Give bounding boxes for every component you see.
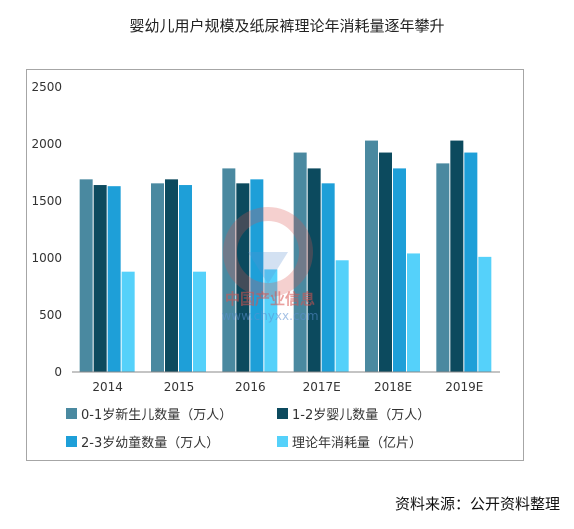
bar-3: [464, 152, 478, 372]
legend-item-series-4: 理论年消耗量（亿片）: [277, 432, 422, 451]
x-tick-label: 2016: [235, 380, 266, 394]
y-tick-label: 2500: [31, 80, 62, 94]
legend-swatch: [66, 408, 77, 419]
legend-swatch: [66, 436, 77, 447]
bar-1: [79, 179, 93, 372]
bar-1: [436, 163, 450, 372]
bar-2: [93, 185, 107, 372]
bar-1: [293, 152, 307, 372]
bar-2: [450, 140, 464, 372]
legend-label: 0-1岁新生儿数量（万人）: [81, 408, 233, 423]
bar-4: [478, 256, 492, 372]
watermark-text: 中国产业信息: [224, 290, 315, 308]
bar-2: [165, 179, 178, 372]
bar-1: [222, 168, 236, 372]
bar-3: [107, 186, 121, 372]
legend-label: 2-3岁幼童数量（万人）: [81, 436, 220, 451]
y-tick-label: 500: [39, 308, 62, 322]
x-tick-label: 2017E: [303, 380, 341, 394]
bar-1: [365, 140, 378, 372]
bar-3: [250, 179, 264, 372]
source-note: 资料来源：公开资料整理: [394, 495, 560, 513]
y-tick-label: 0: [54, 365, 62, 379]
bar-2: [379, 152, 392, 372]
bar-4: [121, 271, 135, 372]
x-tick-label: 2018E: [374, 380, 412, 394]
chart-title: 婴幼儿用户规模及纸尿裤理论年消耗量逐年攀升: [129, 17, 445, 35]
y-tick-label: 1500: [31, 194, 62, 208]
legend-swatch: [277, 408, 288, 419]
bar-4: [407, 253, 420, 372]
x-tick-label: 2019E: [445, 380, 483, 394]
y-tick-label: 1000: [31, 251, 62, 265]
legend-item-series-2: 1-2岁婴儿数量（万人）: [277, 404, 430, 423]
legend-label: 理论年消耗量（亿片）: [292, 436, 423, 451]
bar-4: [335, 260, 349, 372]
legend-item-series-1: 0-1岁新生儿数量（万人）: [66, 404, 232, 423]
legend-label: 1-2岁婴儿数量（万人）: [292, 408, 431, 423]
legend-item-series-3: 2-3岁幼童数量（万人）: [66, 432, 219, 451]
bar-3: [393, 168, 406, 372]
y-tick-label: 2000: [31, 137, 62, 151]
bar-4: [264, 269, 278, 372]
bar-1: [151, 183, 164, 372]
bar-3: [321, 183, 335, 372]
bar-3: [179, 185, 192, 372]
bar-2: [307, 168, 321, 372]
bar-2: [236, 183, 250, 372]
watermark-logo: [208, 204, 328, 324]
watermark-url: www.chyxx.com: [221, 309, 319, 323]
x-tick-label: 2014: [92, 380, 123, 394]
x-tick-label: 2015: [164, 380, 195, 394]
legend-swatch: [277, 436, 288, 447]
bar-4: [193, 271, 206, 372]
